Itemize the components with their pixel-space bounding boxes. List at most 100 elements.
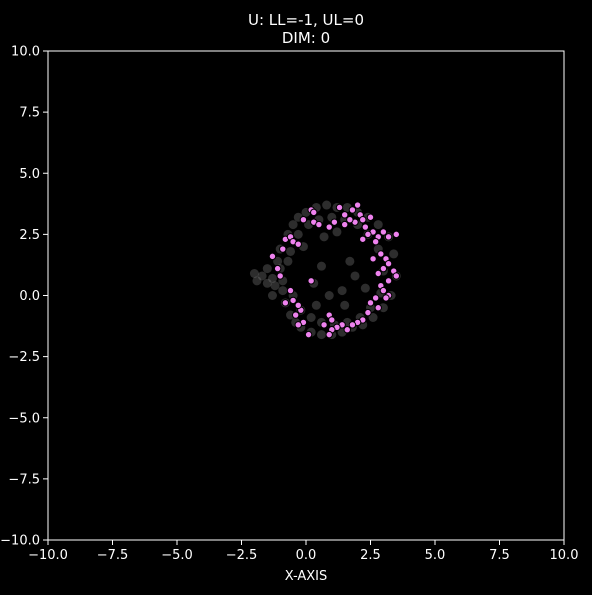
x-tick-label: 10.0 — [550, 548, 579, 563]
violet-data-point — [286, 286, 295, 295]
violet-data-point — [299, 216, 308, 224]
violet-data-point — [341, 211, 349, 219]
gray-data-point — [283, 256, 293, 266]
chart-title-line-2: DIM: 0 — [282, 29, 330, 47]
gray-data-point — [293, 229, 303, 239]
y-tick-label: −10.0 — [0, 534, 40, 549]
plot-area — [249, 200, 401, 340]
gray-data-point — [316, 261, 326, 271]
violet-data-point — [341, 220, 349, 229]
gray-data-point — [288, 220, 298, 230]
violet-data-point — [328, 316, 336, 324]
gray-data-point — [337, 286, 347, 296]
violet-data-point — [379, 228, 388, 236]
gray-data-point — [262, 278, 272, 288]
violet-data-point — [392, 230, 400, 239]
y-tick-label: 10.0 — [11, 45, 40, 60]
violet-data-point — [359, 235, 367, 243]
violet-data-point — [325, 223, 333, 231]
gray-data-point — [368, 313, 378, 323]
violet-data-point — [379, 286, 388, 295]
violet-data-point — [366, 299, 375, 307]
gray-data-point — [267, 291, 277, 300]
violet-data-point — [304, 330, 313, 339]
x-tick-label: −10.0 — [28, 548, 68, 563]
violet-data-point — [353, 201, 362, 209]
violet-data-point — [366, 213, 375, 221]
chart-title-line-1: U: LL=-1, UL=0 — [248, 11, 364, 29]
y-tick-label: 2.5 — [19, 228, 40, 243]
gray-data-point — [389, 249, 399, 259]
violet-data-point — [364, 308, 372, 317]
violet-data-point — [384, 277, 393, 285]
gray-data-point — [257, 271, 267, 281]
gray-data-point — [270, 281, 280, 291]
violet-data-point — [273, 264, 282, 273]
gray-data-point — [267, 273, 277, 283]
violet-data-point — [281, 299, 290, 307]
violet-data-point — [379, 264, 388, 273]
y-tick-label: 0.0 — [19, 289, 40, 304]
violet-data-point — [330, 218, 339, 226]
violet-data-point — [289, 296, 297, 305]
gray-data-point — [306, 313, 316, 323]
x-tick-label: 7.5 — [489, 548, 510, 563]
violet-data-point — [294, 301, 302, 309]
violet-data-point — [291, 311, 300, 319]
gray-data-point — [373, 220, 383, 230]
violet-data-point — [268, 252, 277, 261]
x-tick-label: 2.5 — [360, 548, 381, 563]
violet-data-point — [294, 240, 302, 248]
y-tick-label: 5.0 — [19, 167, 40, 182]
x-axis: −10.0 −7.5 −5.0 −2.5 0.0 2.5 5.0 7.5 10.0 — [28, 540, 578, 563]
x-tick-label: −2.5 — [226, 548, 258, 563]
gray-data-point — [316, 330, 326, 340]
x-tick-label: 0.0 — [296, 548, 317, 563]
gray-data-point — [360, 283, 370, 293]
violet-data-point — [392, 272, 400, 280]
violet-point-series — [268, 201, 400, 339]
gray-data-point — [286, 246, 296, 256]
y-axis: −10.0 −7.5 −5.0 −2.5 0.0 2.5 5.0 7.5 10.0 — [0, 45, 48, 549]
gray-data-point — [273, 256, 283, 266]
violet-data-point — [369, 255, 377, 263]
x-tick-label: −5.0 — [161, 548, 193, 563]
gray-data-point — [350, 271, 360, 281]
y-tick-label: −2.5 — [8, 350, 40, 365]
gray-data-point — [332, 227, 342, 237]
violet-data-point — [371, 238, 380, 246]
y-tick-label: −5.0 — [8, 411, 40, 426]
y-tick-label: 7.5 — [19, 106, 40, 121]
violet-data-point — [343, 326, 351, 334]
violet-data-point — [361, 223, 370, 231]
violet-data-point — [384, 260, 393, 268]
violet-data-point — [359, 216, 367, 224]
gray-data-point — [319, 232, 329, 242]
violet-data-point — [374, 304, 382, 312]
violet-data-point — [294, 321, 302, 329]
violet-data-point — [371, 294, 380, 302]
y-tick-label: −7.5 — [8, 472, 40, 487]
violet-data-point — [276, 272, 284, 280]
violet-data-point — [377, 250, 385, 258]
violet-data-point — [346, 216, 354, 224]
gray-data-point — [311, 300, 321, 310]
gray-data-point — [345, 256, 355, 266]
gray-data-point — [262, 264, 272, 274]
violet-data-point — [348, 206, 357, 214]
violet-data-point — [384, 233, 393, 241]
violet-data-point — [348, 321, 357, 329]
violet-data-point — [310, 208, 318, 217]
violet-data-point — [374, 269, 382, 278]
x-tick-label: 5.0 — [425, 548, 446, 563]
x-axis-label: X-AXIS — [285, 569, 328, 584]
gray-data-point — [249, 268, 259, 278]
violet-data-point — [382, 294, 390, 302]
gray-data-point — [340, 300, 350, 310]
violet-data-point — [364, 230, 372, 239]
violet-data-point — [279, 245, 287, 253]
gray-data-point — [324, 291, 334, 300]
x-tick-label: −7.5 — [97, 548, 129, 563]
